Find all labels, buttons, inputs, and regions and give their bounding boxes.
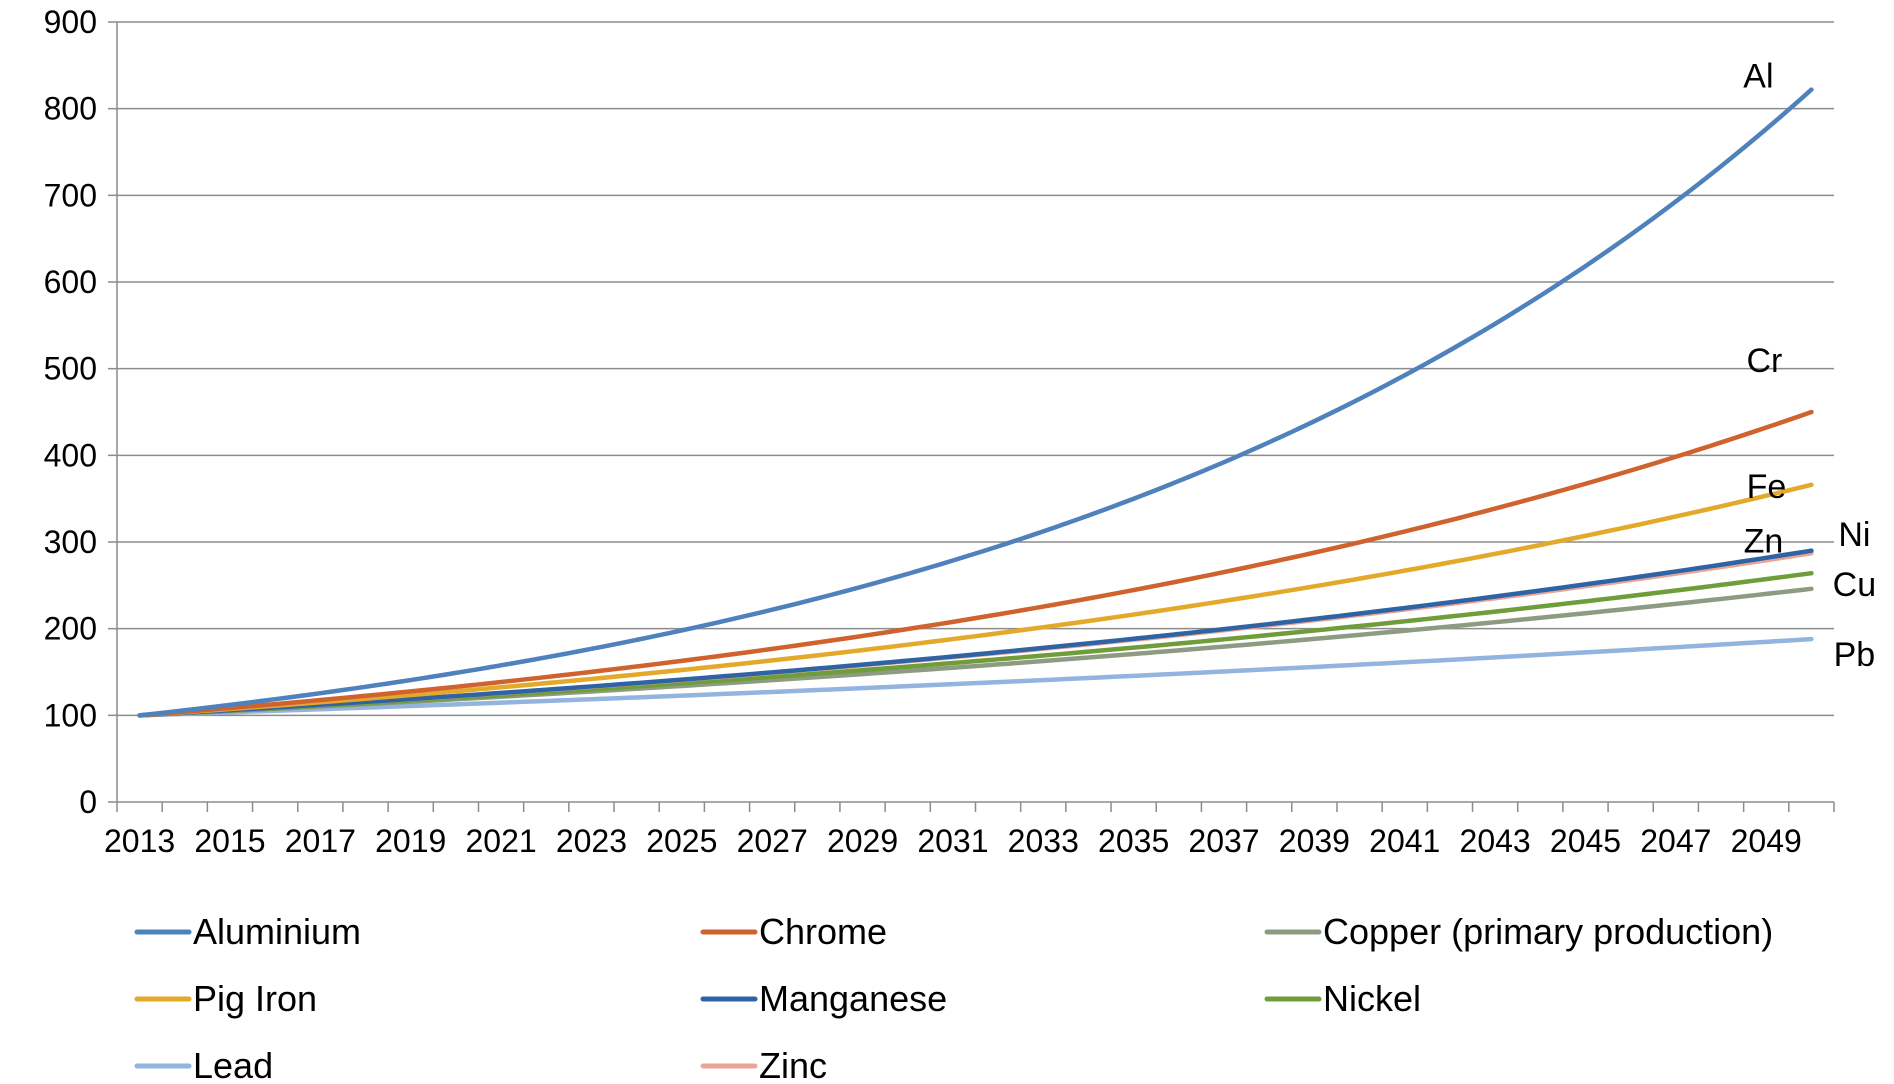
- x-tick-label: 2019: [375, 823, 446, 859]
- x-tick-label: 2047: [1640, 823, 1711, 859]
- y-tick-label: 400: [44, 437, 97, 473]
- y-tick-label: 800: [44, 91, 97, 127]
- grid-lines: [117, 21, 1834, 717]
- x-tick-label: 2015: [194, 823, 265, 859]
- x-tick-label: 2037: [1188, 823, 1259, 859]
- series-end-label: Cr: [1746, 342, 1782, 380]
- x-tick-label: 2031: [917, 823, 988, 859]
- x-tick-label: 2049: [1731, 823, 1802, 859]
- x-tick-label: 2033: [1008, 823, 1079, 859]
- x-tick-label: 2035: [1098, 823, 1169, 859]
- series-end-labels: Al Cr Cu Fe Ni Pb Zn: [1743, 58, 1876, 674]
- y-axis-tick-labels: 0 100 200 300 400 500 600 700 800 900: [44, 4, 97, 820]
- legend-label: Lead: [193, 1045, 273, 1084]
- series-end-label: Zn: [1744, 522, 1784, 560]
- series-line: [137, 482, 1814, 718]
- x-tick-label: 2043: [1460, 823, 1531, 859]
- series-end-label: Fe: [1747, 468, 1787, 506]
- y-tick-label: 200: [44, 611, 97, 647]
- legend-label: Nickel: [1323, 978, 1421, 1019]
- y-tick-label: 300: [44, 524, 97, 560]
- y-tick-label: 100: [44, 697, 97, 733]
- legend-label: Aluminium: [193, 911, 361, 952]
- legend-label: Copper (primary production): [1323, 911, 1773, 952]
- y-tick-label: 0: [79, 784, 97, 820]
- series-end-label: Pb: [1834, 636, 1876, 674]
- y-tick-label: 600: [44, 264, 97, 300]
- x-tick-label: 2029: [827, 823, 898, 859]
- series-line: [137, 636, 1814, 718]
- series-end-label: Cu: [1833, 566, 1876, 604]
- series-end-label: Al: [1743, 58, 1773, 96]
- x-tick-label: 2045: [1550, 823, 1621, 859]
- y-tick-label: 500: [44, 351, 97, 387]
- series-line: [137, 87, 1814, 718]
- x-tick-label: 2021: [465, 823, 536, 859]
- x-tick-label: 2017: [285, 823, 356, 859]
- series-end-label: Ni: [1838, 516, 1870, 554]
- legend-label: Pig Iron: [193, 978, 317, 1019]
- x-tick-label: 2025: [646, 823, 717, 859]
- x-tick-label: 2039: [1279, 823, 1350, 859]
- legend-label: Chrome: [759, 911, 887, 952]
- x-tick-label: 2027: [737, 823, 808, 859]
- series-lines: [137, 87, 1814, 718]
- y-tick-label: 900: [44, 4, 97, 40]
- x-tick-label: 2013: [104, 823, 175, 859]
- legend: Aluminium Chrome Copper (primary productio…: [134, 911, 1773, 1084]
- series-line: [137, 548, 1814, 718]
- legend-label: Manganese: [759, 978, 947, 1019]
- y-tick-label: 700: [44, 177, 97, 213]
- x-tick-label: 2041: [1369, 823, 1440, 859]
- axes: [108, 21, 1835, 812]
- series-line: [137, 409, 1814, 718]
- x-tick-label: 2023: [556, 823, 627, 859]
- x-axis-tick-labels: 2013 2015 2017 2019 2021 2023 2025 2027 2029 2031…: [104, 823, 1802, 859]
- legend-label: Zinc: [759, 1045, 827, 1084]
